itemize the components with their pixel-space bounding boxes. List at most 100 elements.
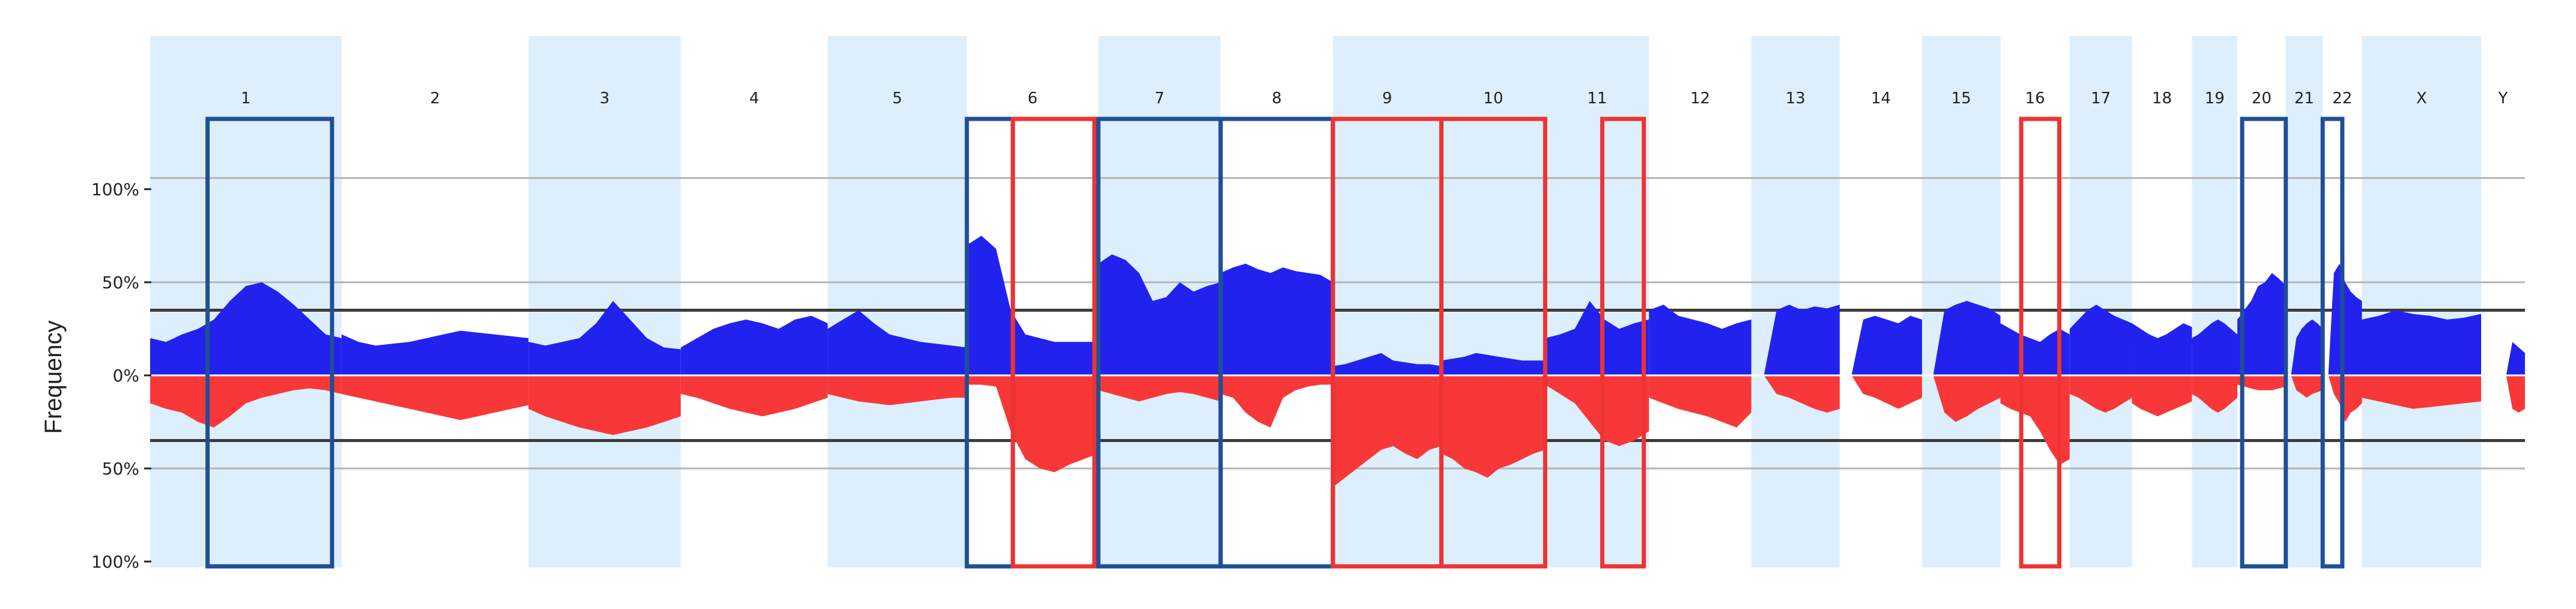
- y-tick-label: 0%: [113, 366, 139, 386]
- loss-area-chr-21: [2285, 375, 2323, 398]
- band-chr-17: [2069, 36, 2132, 568]
- gain-area-chr-7: [1098, 254, 1221, 375]
- chromosome-label: 11: [1587, 89, 1607, 108]
- chromosome-label: 20: [2252, 89, 2272, 108]
- loss-area-chr-16: [2000, 375, 2070, 465]
- gain-area-chr-15: [1921, 301, 2001, 375]
- loss-area-chr-9: [1332, 375, 1442, 487]
- loss-area-chr-20: [2237, 375, 2286, 390]
- chromosome-label: 12: [1690, 89, 1710, 108]
- gain-area-chr-1: [150, 282, 342, 375]
- band-chr-10: [1441, 36, 1546, 568]
- chromosome-bands: [150, 36, 2481, 568]
- band-chr-13: [1751, 36, 1840, 568]
- y-tick-label: 100%: [91, 552, 139, 572]
- band-chr-19: [2192, 36, 2237, 568]
- gain-area-chr-10: [1441, 353, 1546, 375]
- gain-area-chr-Y: [2481, 342, 2525, 375]
- chromosome-label: 5: [892, 89, 903, 108]
- chromosome-label: 19: [2205, 89, 2225, 108]
- loss-area-chr-7: [1098, 375, 1221, 402]
- blue-highlight-box-chr-20: [2240, 117, 2288, 569]
- chromosome-label: 9: [1382, 89, 1392, 108]
- chromosome-label: 18: [2152, 89, 2172, 108]
- gain-area-chr-19: [2192, 320, 2237, 375]
- loss-area-chr-13: [1751, 375, 1840, 413]
- loss-area-chr-Y: [2481, 375, 2525, 413]
- y-tick-label: 50%: [102, 459, 139, 479]
- gain-area-chr-9: [1332, 353, 1442, 375]
- chromosome-label: 10: [1483, 89, 1503, 108]
- reference-lines: [150, 177, 2525, 470]
- chromosome-label: X: [2416, 89, 2427, 108]
- gain-area-chr-6: [967, 235, 1099, 375]
- band-chr-5: [827, 36, 967, 568]
- chromosome-label: 21: [2294, 89, 2314, 108]
- chromosome-label: 6: [1027, 89, 1038, 108]
- band-chr-15: [1921, 36, 2001, 568]
- loss-area-chr-19: [2192, 375, 2237, 413]
- chromosome-labels: 1 2 3 4 5 6 7 8 9 10 11 12 13 14 15 16 17 18 19 20 21 22 X Y: [241, 89, 2508, 108]
- red-highlight-box-chr-6: [1011, 117, 1097, 569]
- loss-area-chr-15: [1921, 375, 2001, 422]
- loss-area-chr-12: [1649, 375, 1752, 428]
- band-chr-9: [1332, 36, 1442, 568]
- band-chr-X: [2362, 36, 2481, 568]
- chromosome-label: 22: [2332, 89, 2352, 108]
- loss-area-chr-1: [150, 375, 342, 428]
- loss-area-chr-3: [528, 375, 681, 435]
- loss-area-chr-17: [2069, 375, 2132, 413]
- gain-area-chr-14: [1839, 315, 1922, 375]
- gain-area-chr-4: [680, 315, 828, 375]
- loss-area-chr-10: [1441, 375, 1546, 478]
- gain-area-chr-5: [827, 310, 967, 375]
- gain-area-chr-X: [2362, 310, 2481, 375]
- gain-area-chr-8: [1220, 264, 1333, 375]
- loss-area-chr-18: [2132, 375, 2192, 417]
- gain-area-chr-3: [528, 301, 681, 375]
- loss-area-chr-14: [1839, 375, 1922, 409]
- chromosome-label: 15: [1952, 89, 1971, 108]
- blue-highlight-box-chr-1: [205, 117, 334, 569]
- chromosome-label: 17: [2091, 89, 2111, 108]
- loss-area-chr-2: [341, 375, 529, 420]
- red-highlight-box-chr-16: [2019, 117, 2061, 569]
- loss-area-chr-X: [2362, 375, 2481, 409]
- gain-area-chr-11: [1545, 301, 1649, 375]
- chromosome-label: 16: [2025, 89, 2045, 108]
- chromosome-label: 4: [749, 89, 760, 108]
- chromosome-label: 8: [1272, 89, 1282, 108]
- loss-area-chr-11: [1545, 375, 1649, 446]
- chromosome-label: 2: [430, 89, 440, 108]
- gain-area-chr-21: [2285, 320, 2323, 375]
- red-highlight-box-chr-11: [1600, 117, 1646, 569]
- band-chr-3: [528, 36, 681, 568]
- loss-area-chr-6: [967, 375, 1099, 473]
- chromosome-label: 1: [241, 89, 251, 108]
- loss-area-chr-8: [1220, 375, 1333, 428]
- gain-area-chr-12: [1649, 304, 1752, 375]
- gain-area-chr-16: [2000, 323, 2070, 375]
- loss-area-chr-4: [680, 375, 828, 417]
- band-chr-21: [2285, 36, 2323, 568]
- y-tick-label: 50%: [102, 273, 139, 292]
- chromosome-label: 7: [1155, 89, 1165, 108]
- chromosome-label: Y: [2498, 89, 2508, 108]
- chromosome-label: 13: [1786, 89, 1806, 108]
- gain-area-chr-2: [341, 330, 529, 375]
- highlight-boxes: [205, 117, 2345, 569]
- chromosome-label: 14: [1871, 89, 1891, 108]
- gain-area-chr-13: [1751, 304, 1840, 375]
- band-chr-11: [1545, 36, 1649, 568]
- red-highlight-box-chr-10: [1439, 117, 1547, 569]
- y-tick-label: 100%: [91, 180, 139, 199]
- gain-area-chr-20: [2237, 273, 2286, 375]
- gain-area-chr-17: [2069, 304, 2132, 375]
- loss-area-chr-5: [827, 375, 967, 405]
- blue-highlight-box-chr-22: [2320, 117, 2345, 569]
- y-axis: 100% 50% 0% 50% 100%: [91, 180, 151, 572]
- y-axis-label: Frequency: [40, 321, 67, 434]
- gain-area-chr-18: [2132, 323, 2192, 375]
- chromosome-label: 3: [600, 89, 610, 108]
